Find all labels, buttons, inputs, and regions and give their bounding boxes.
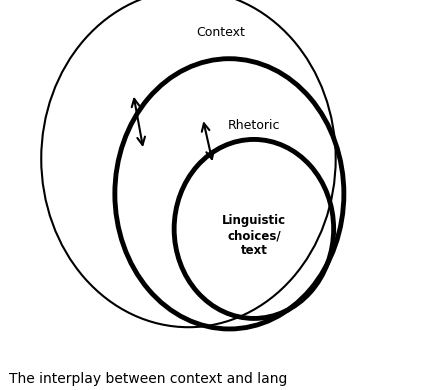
- Text: Linguistic
choices/
text: Linguistic choices/ text: [222, 215, 286, 257]
- Text: Rhetoric: Rhetoric: [227, 119, 280, 132]
- Text: The interplay between context and lang: The interplay between context and lang: [9, 372, 287, 386]
- Text: Context: Context: [197, 26, 246, 39]
